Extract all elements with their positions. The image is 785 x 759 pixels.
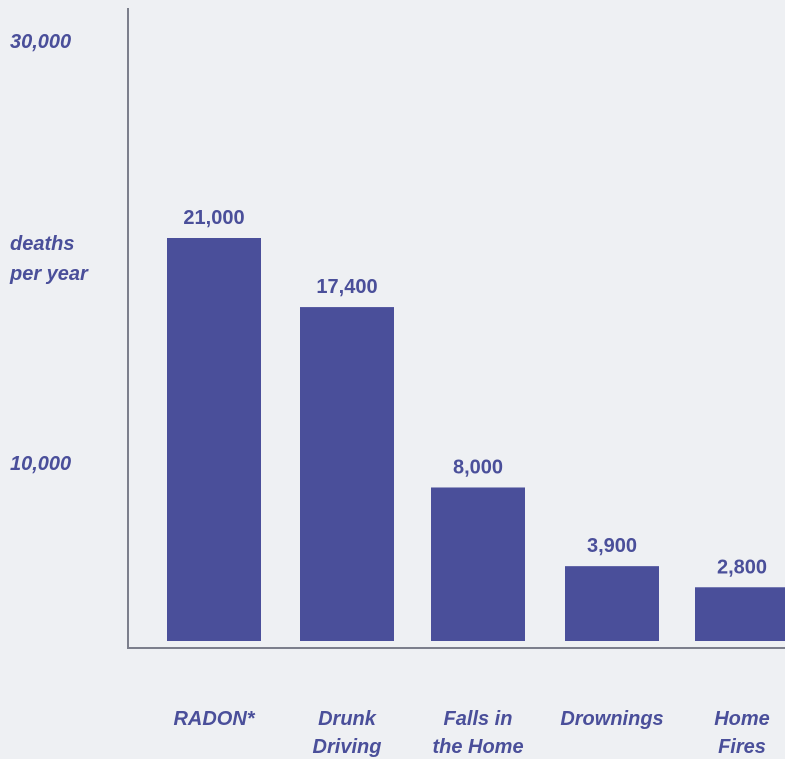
category-label-home-fires-line-1: Home [714, 708, 770, 730]
bar-falls-in-the-home [431, 487, 525, 641]
category-label-drunk-driving-line-2: Driving [313, 736, 382, 758]
bar-drownings [565, 566, 659, 641]
value-label-drunk-driving: 17,400 [316, 276, 377, 298]
y-axis-label-line-1: deaths [10, 233, 74, 255]
value-label-radon: 21,000 [183, 207, 244, 229]
y-tick-label-10000: 10,000 [10, 453, 71, 475]
bar-drunk-driving [300, 307, 394, 641]
bars-group [167, 238, 785, 641]
value-label-falls-in-the-home: 8,000 [453, 456, 503, 478]
category-label-radon-line-1: RADON* [173, 708, 255, 730]
category-label-falls-in-the-home-line-1: Falls in [444, 708, 513, 730]
category-label-drunk-driving-line-1: Drunk [318, 708, 377, 730]
y-tick-label-30000: 30,000 [10, 31, 71, 53]
category-label-falls-in-the-home-line-2: the Home [432, 736, 523, 758]
category-label-drownings-line-1: Drownings [560, 708, 663, 730]
category-label-home-fires-line-2: Fires [718, 736, 766, 758]
bar-home-fires [695, 587, 785, 641]
bar-radon [167, 238, 261, 641]
value-label-drownings: 3,900 [587, 535, 637, 557]
value-labels-group: 21,000 17,400 8,000 3,900 2,800 [183, 207, 767, 578]
y-axis-label-line-2: per year [9, 263, 89, 285]
value-label-home-fires: 2,800 [717, 556, 767, 578]
category-labels-group: RADON* Drunk Driving Falls in the Home Drowni… [173, 708, 769, 758]
